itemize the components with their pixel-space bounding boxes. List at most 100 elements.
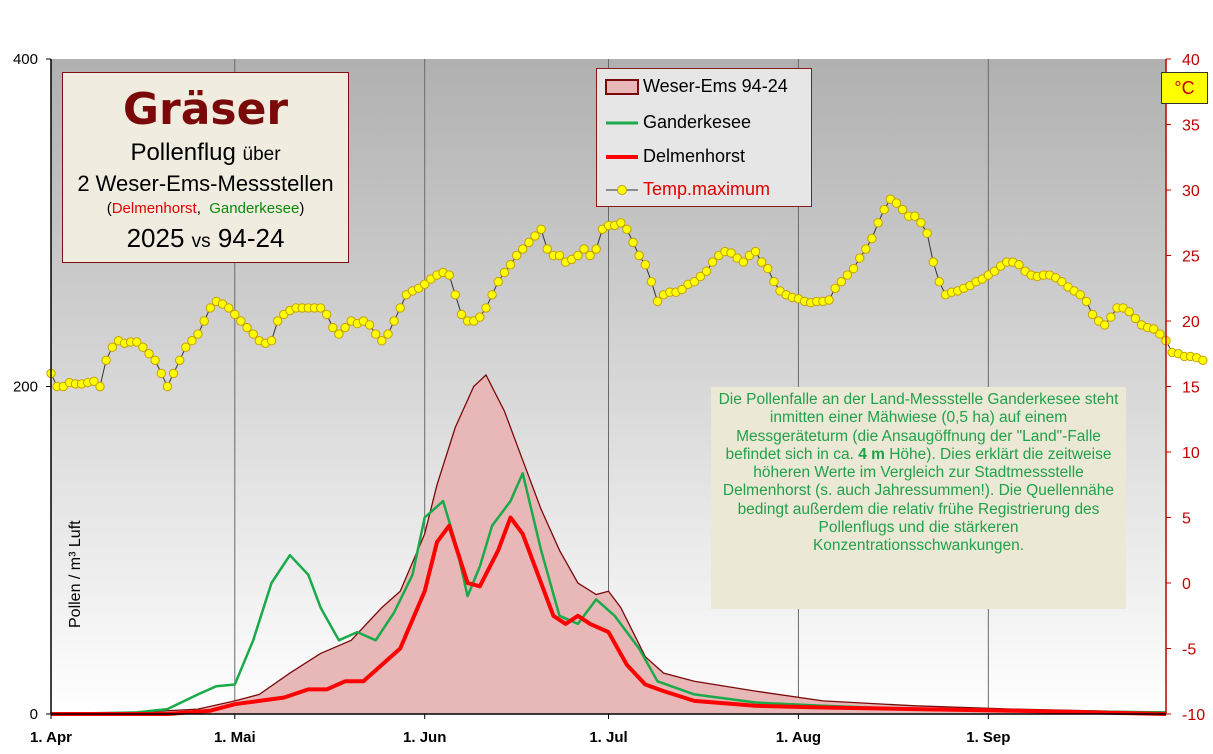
temp-point xyxy=(891,198,902,208)
temp-point xyxy=(230,309,240,320)
temp-point xyxy=(922,228,932,238)
title-line-2-b: über xyxy=(242,144,281,165)
temp-point xyxy=(726,248,736,258)
title-line-2-a: Pollenflug xyxy=(130,139,236,166)
temp-point xyxy=(340,322,350,333)
temp-point xyxy=(934,277,944,287)
x-tick-label: 1. Mai xyxy=(214,729,256,746)
temp-point xyxy=(499,267,510,278)
temp-point xyxy=(364,320,375,330)
temp-point xyxy=(475,312,485,322)
y-axis-label: Pollen / m³ Luft xyxy=(67,520,84,628)
temp-point xyxy=(481,303,491,313)
temp-point xyxy=(224,303,234,313)
temp-point xyxy=(1014,260,1024,270)
temp-point xyxy=(144,349,154,359)
temp-point xyxy=(554,250,565,261)
temp-point xyxy=(530,231,540,241)
temp-point xyxy=(389,316,399,326)
temp-point xyxy=(168,368,179,379)
temp-point xyxy=(1155,329,1165,339)
area-series-layer xyxy=(50,373,1167,715)
temp-point xyxy=(162,381,173,392)
temp-point xyxy=(450,290,460,300)
temp-point xyxy=(689,277,699,287)
temp-point xyxy=(910,211,920,221)
temp-point xyxy=(444,270,454,280)
temp-point xyxy=(542,244,552,254)
temp-point xyxy=(377,336,387,346)
temp-point xyxy=(646,277,657,287)
temp-point xyxy=(107,342,118,352)
temp-point xyxy=(371,329,381,339)
temp-point xyxy=(640,260,650,270)
temp-point xyxy=(383,329,393,339)
legend-label-weser-ems: Weser-Ems 94-24 xyxy=(643,76,788,96)
title-line-5-c: 94-24 xyxy=(217,223,285,253)
note-text-1: Die Pollenfalle an der Land-Messstelle G… xyxy=(718,391,1119,463)
temp-point xyxy=(842,270,853,280)
temp-point xyxy=(132,337,142,347)
temp-point xyxy=(861,244,871,254)
temp-point xyxy=(1057,277,1067,287)
title-station-ganderkesee: Ganderkesee xyxy=(209,200,300,217)
temp-point xyxy=(897,204,908,215)
title-line-4-open: ( xyxy=(106,200,112,217)
y2-tick-label: 15 xyxy=(1182,380,1200,397)
temp-point xyxy=(1198,355,1208,365)
temp-point xyxy=(573,250,583,261)
y2-tick-label: 5 xyxy=(1182,511,1191,528)
temp-point xyxy=(1100,320,1110,330)
temp-point xyxy=(1081,296,1092,307)
temp-point xyxy=(95,381,105,392)
y2-tick-label: 0 xyxy=(1182,576,1191,593)
legend-swatch-weser-ems xyxy=(605,79,639,95)
temp-point xyxy=(830,283,840,293)
x-tick-label: 1. Apr xyxy=(30,729,72,746)
y2-tick-label: 20 xyxy=(1182,314,1200,331)
temp-point xyxy=(395,303,405,313)
temp-point xyxy=(738,257,748,267)
temp-point xyxy=(634,250,644,261)
info-note: Die Pollenfalle an der Land-Messstelle G… xyxy=(711,387,1126,609)
title-line-5: 2025 vs 94-24 xyxy=(63,221,348,259)
y2-tick-label: 30 xyxy=(1182,183,1200,200)
temp-point xyxy=(248,329,258,339)
temp-point xyxy=(622,224,632,235)
temp-point xyxy=(1149,324,1159,334)
temp-point xyxy=(175,355,185,365)
temp-point xyxy=(1106,312,1116,322)
y-tick-label: 200 xyxy=(13,379,38,396)
temp-point xyxy=(205,303,216,313)
temp-point xyxy=(1075,290,1085,300)
y2-tick-label: 35 xyxy=(1182,118,1200,135)
legend-swatch-temp xyxy=(606,185,638,195)
series-area-weser-ems xyxy=(51,375,1166,714)
temp-point xyxy=(1124,307,1134,317)
line-series-layer xyxy=(50,472,1167,716)
temp-point xyxy=(322,309,332,320)
legend-swatch-delmenhorst xyxy=(606,155,638,159)
temp-point xyxy=(836,277,846,287)
y2-tick-label: -10 xyxy=(1182,707,1205,724)
temp-point xyxy=(824,295,834,305)
x-tick-label: 1. Aug xyxy=(776,729,821,746)
legend-label-ganderkesee: Ganderkesee xyxy=(643,112,752,132)
temp-point xyxy=(867,233,877,244)
y2-tick-label: 40 xyxy=(1182,52,1200,69)
series-area-weser-ems-outline xyxy=(50,373,1167,715)
temp-point xyxy=(518,244,528,254)
temp-point xyxy=(750,246,761,257)
temp-point xyxy=(138,342,148,352)
note-text-2: Höhe). Dies erklärt die zeitweise höhere… xyxy=(722,445,1115,555)
temp-point xyxy=(493,277,503,287)
temp-point xyxy=(873,218,883,228)
temp-point xyxy=(420,279,430,289)
temp-point xyxy=(707,257,718,267)
y2-tick-label: 10 xyxy=(1182,445,1200,462)
temp-point xyxy=(628,237,638,248)
temp-point xyxy=(273,316,283,326)
series-line-delmenhorst xyxy=(51,515,1167,716)
title-line-4-close: ) xyxy=(299,200,305,217)
temp-point xyxy=(769,277,779,287)
